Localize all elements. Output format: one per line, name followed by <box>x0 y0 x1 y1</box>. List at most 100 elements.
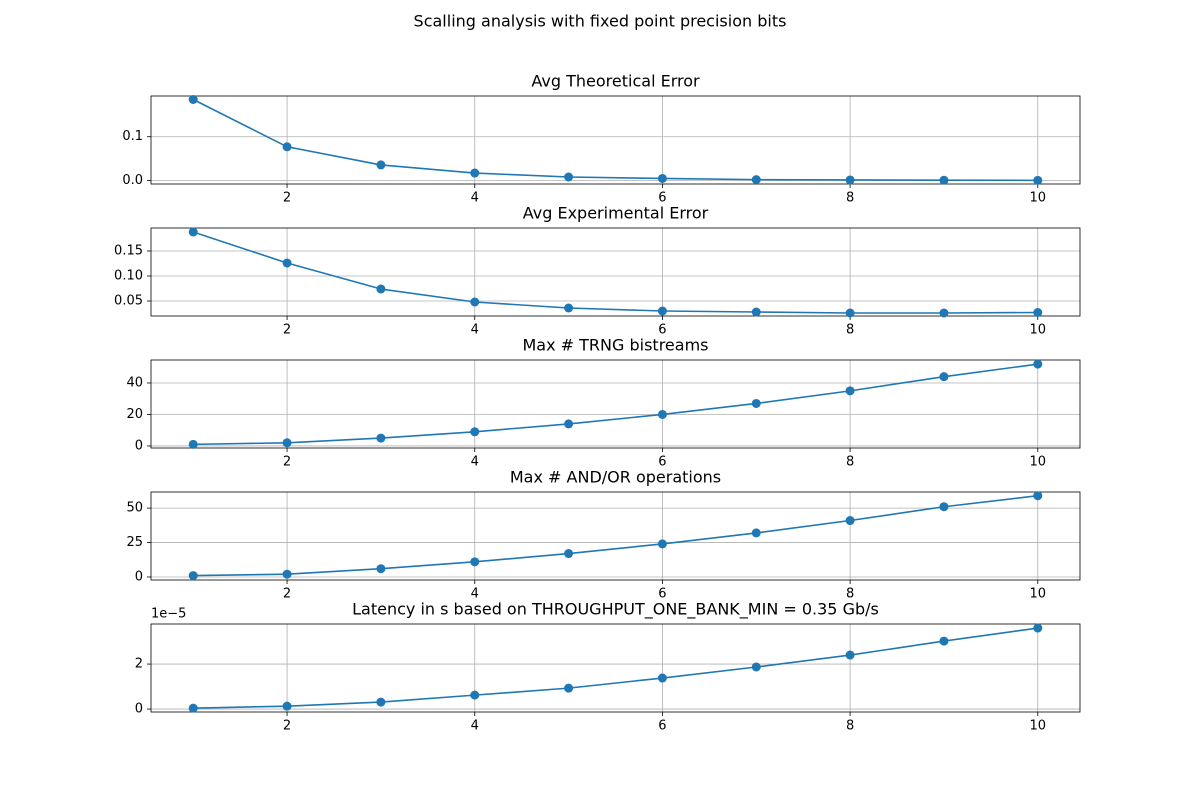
data-point <box>845 386 855 396</box>
y-tick-label: 40 <box>126 375 143 390</box>
y-tick-label: 0 <box>135 702 143 717</box>
y-tick-label: 50 <box>126 501 143 516</box>
x-tick-label: 2 <box>283 191 291 206</box>
data-point <box>751 662 761 672</box>
data-point <box>282 258 292 268</box>
x-tick-label: 8 <box>846 191 854 206</box>
data-line <box>192 231 1038 314</box>
data-line <box>193 363 1038 446</box>
data-point <box>470 168 480 178</box>
data-point <box>376 160 386 170</box>
data-point <box>657 173 667 183</box>
data-point <box>751 175 761 185</box>
data-point <box>470 557 480 567</box>
data-point <box>751 528 761 538</box>
x-tick-label: 4 <box>471 719 479 734</box>
data-point <box>657 409 667 419</box>
x-tick-label: 4 <box>471 323 479 338</box>
x-tick-label: 6 <box>658 719 666 734</box>
data-point <box>1033 308 1043 317</box>
data-point <box>376 564 386 574</box>
data-point <box>376 697 386 707</box>
y-tick-label: 0.15 <box>114 244 143 259</box>
y-tick-label: 0 <box>135 438 143 453</box>
data-point <box>751 398 761 408</box>
data-point <box>564 303 574 313</box>
x-tick-label: 2 <box>283 587 291 602</box>
x-tick-label: 10 <box>1029 587 1046 602</box>
y-tick-label: 2 <box>135 657 143 672</box>
data-point <box>282 438 292 448</box>
axes-frame <box>150 95 1081 185</box>
subplot-title: Avg Experimental Error <box>523 204 709 223</box>
data-point <box>564 549 574 559</box>
data-point <box>188 95 198 105</box>
axes-frame <box>150 227 1081 317</box>
x-tick-label: 4 <box>471 455 479 470</box>
y-tick-label: 0.05 <box>114 294 143 309</box>
data-point <box>282 569 292 579</box>
data-point <box>939 372 949 382</box>
data-point <box>939 502 949 512</box>
axes-frame <box>150 359 1081 449</box>
subplot-title: Max # TRNG bistreams <box>522 336 708 355</box>
x-tick-label: 6 <box>658 587 666 602</box>
x-tick-label: 2 <box>283 455 291 470</box>
data-point <box>939 308 949 318</box>
x-tick-label: 4 <box>471 587 479 602</box>
data-point <box>845 650 855 660</box>
data-point <box>188 227 198 237</box>
x-tick-label: 6 <box>658 455 666 470</box>
data-point <box>845 308 855 318</box>
data-point <box>188 439 198 449</box>
y-tick-label: 0.0 <box>122 173 143 188</box>
axes-frame <box>150 623 1081 713</box>
data-point <box>939 175 949 185</box>
y-tick-label: 0 <box>135 569 143 584</box>
data-point <box>282 701 292 711</box>
x-tick-label: 6 <box>658 191 666 206</box>
y-tick-label: 0.10 <box>114 269 143 284</box>
x-tick-label: 10 <box>1029 323 1046 338</box>
data-point <box>1033 491 1043 501</box>
data-point <box>657 673 667 683</box>
axes-frame <box>150 491 1081 581</box>
x-tick-label: 2 <box>283 719 291 734</box>
data-point <box>188 703 198 713</box>
y-tick-label: 20 <box>126 407 143 422</box>
x-tick-label: 10 <box>1029 719 1046 734</box>
figure-title: Scalling analysis with fixed point preci… <box>414 12 787 31</box>
data-line <box>193 627 1038 709</box>
x-tick-label: 10 <box>1029 191 1046 206</box>
data-point <box>939 636 949 646</box>
y-tick-label: 25 <box>126 535 143 550</box>
x-tick-label: 8 <box>846 455 854 470</box>
data-point <box>188 571 198 581</box>
x-tick-label: 8 <box>846 719 854 734</box>
x-tick-label: 10 <box>1029 455 1046 470</box>
data-point <box>470 690 480 700</box>
data-point <box>751 307 761 317</box>
data-point <box>657 539 667 549</box>
data-point <box>376 284 386 294</box>
data-point <box>1033 623 1043 633</box>
x-tick-label: 2 <box>283 323 291 338</box>
x-tick-label: 8 <box>846 323 854 338</box>
data-point <box>564 683 574 693</box>
data-point <box>470 297 480 307</box>
data-point <box>376 433 386 443</box>
x-tick-label: 4 <box>471 191 479 206</box>
x-tick-label: 8 <box>846 587 854 602</box>
data-point <box>564 172 574 182</box>
x-tick-label: 6 <box>658 323 666 338</box>
data-point <box>1033 359 1043 369</box>
data-point <box>282 142 292 152</box>
subplot-title: Latency in s based on THROUGHPUT_ONE_BAN… <box>352 600 879 620</box>
data-line <box>193 494 1038 577</box>
data-point <box>1033 175 1043 185</box>
y-offset-label: 1e−5 <box>151 607 186 622</box>
data-point <box>657 306 667 316</box>
